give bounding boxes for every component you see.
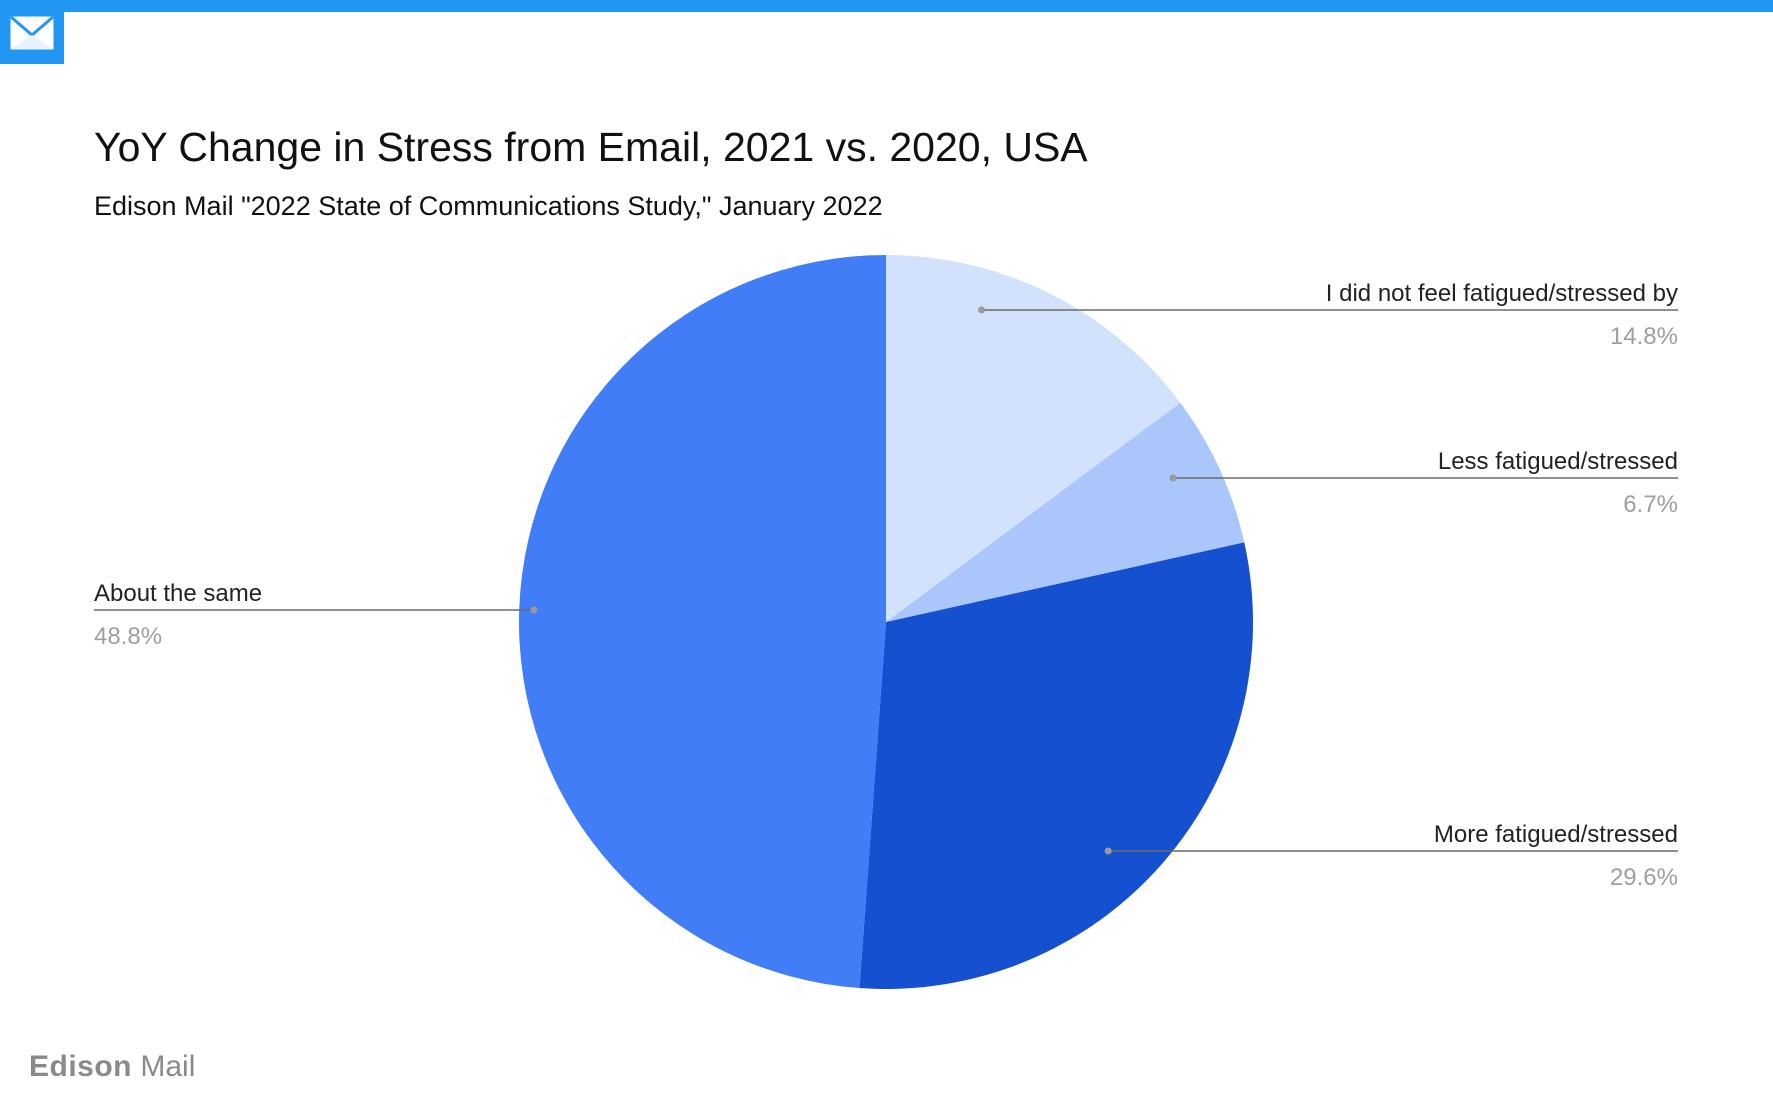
pie-slice-more-fatigued-stressed: [859, 542, 1253, 989]
chart-title: YoY Change in Stress from Email, 2021 vs…: [94, 124, 1088, 170]
slice-label-more-fatigued-stressed: More fatigued/stressed: [1434, 821, 1678, 848]
pie-slice-about-the-same: [519, 255, 886, 989]
leader-dot-less-fatigued-stressed: [1169, 474, 1177, 482]
slice-label-about-the-same: About the same: [94, 580, 262, 607]
slice-value-about-the-same: 48.8%: [94, 623, 162, 650]
slice-value-more-fatigued-stressed: 29.6%: [1610, 864, 1678, 891]
slice-value-less-fatigued-stressed: 6.7%: [1623, 491, 1678, 518]
pie-slices: [519, 255, 1253, 989]
logo-brand: Edison: [29, 1050, 133, 1083]
chart-subtitle: Edison Mail "2022 State of Communication…: [94, 191, 883, 221]
slice-label-less-fatigued-stressed: Less fatigued/stressed: [1438, 448, 1678, 475]
pie-callouts: I did not feel fatigued/stressed by 14.8%…: [94, 280, 1678, 891]
pie-slice-less-fatigued-stressed: [886, 402, 1245, 622]
edison-mail-logo: Edison Mail: [29, 1050, 195, 1084]
slice-label-i-did-not-feel-fatigued-stressed-by: I did not feel fatigued/stressed by: [1326, 280, 1678, 307]
pie-slice-i-did-not-feel-fatigued-stressed-by: [886, 255, 1181, 622]
logo-product: Mail: [140, 1050, 196, 1083]
top-accent-bar: [0, 0, 1773, 12]
leader-dot-i-did-not-feel-fatigued-stressed-by: [978, 306, 986, 314]
leader-dot-about-the-same: [530, 606, 538, 614]
slice-value-i-did-not-feel-fatigued-stressed-by: 14.8%: [1610, 323, 1678, 350]
mail-badge: [0, 0, 64, 64]
envelope-icon: [10, 16, 54, 50]
leader-dot-more-fatigued-stressed: [1104, 847, 1112, 855]
